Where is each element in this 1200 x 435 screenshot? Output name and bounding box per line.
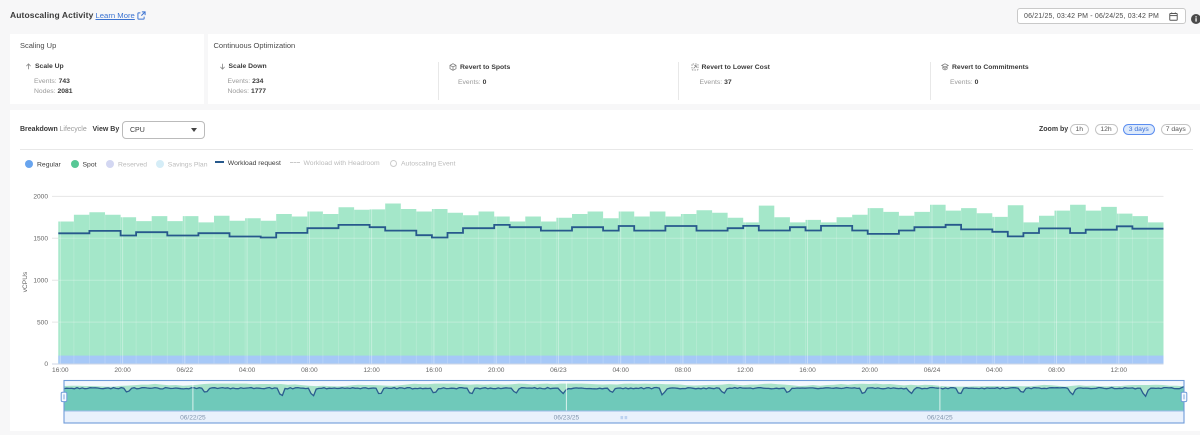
svg-text:08:00: 08:00 <box>1048 367 1065 374</box>
svg-text:1500: 1500 <box>33 236 48 243</box>
svg-text:12:00: 12:00 <box>1111 367 1128 374</box>
svg-text:04:00: 04:00 <box>239 367 256 374</box>
svg-text:04:00: 04:00 <box>612 367 629 374</box>
svg-text:06/23/25: 06/23/25 <box>554 415 580 422</box>
svg-text:06/23: 06/23 <box>550 367 567 374</box>
svg-text:08:00: 08:00 <box>301 367 318 374</box>
svg-text:06/24: 06/24 <box>924 367 941 374</box>
svg-text:16:00: 16:00 <box>52 367 69 374</box>
svg-text:16:00: 16:00 <box>799 367 816 374</box>
svg-text:vCPUs: vCPUs <box>22 271 29 292</box>
svg-text:2000: 2000 <box>33 194 48 201</box>
svg-text:500: 500 <box>37 319 48 326</box>
svg-text:12:00: 12:00 <box>737 367 754 374</box>
svg-text:20:00: 20:00 <box>861 367 878 374</box>
svg-text:12:00: 12:00 <box>363 367 380 374</box>
svg-text:08:00: 08:00 <box>675 367 692 374</box>
svg-text:06/24/25: 06/24/25 <box>927 415 953 422</box>
svg-text:0: 0 <box>44 361 48 368</box>
svg-text:04:00: 04:00 <box>986 367 1003 374</box>
svg-text:1000: 1000 <box>33 277 48 284</box>
svg-text:20:00: 20:00 <box>488 367 505 374</box>
svg-text:06/22/25: 06/22/25 <box>180 415 206 422</box>
svg-text:06/22: 06/22 <box>177 367 194 374</box>
svg-text:16:00: 16:00 <box>426 367 443 374</box>
svg-text:20:00: 20:00 <box>114 367 131 374</box>
